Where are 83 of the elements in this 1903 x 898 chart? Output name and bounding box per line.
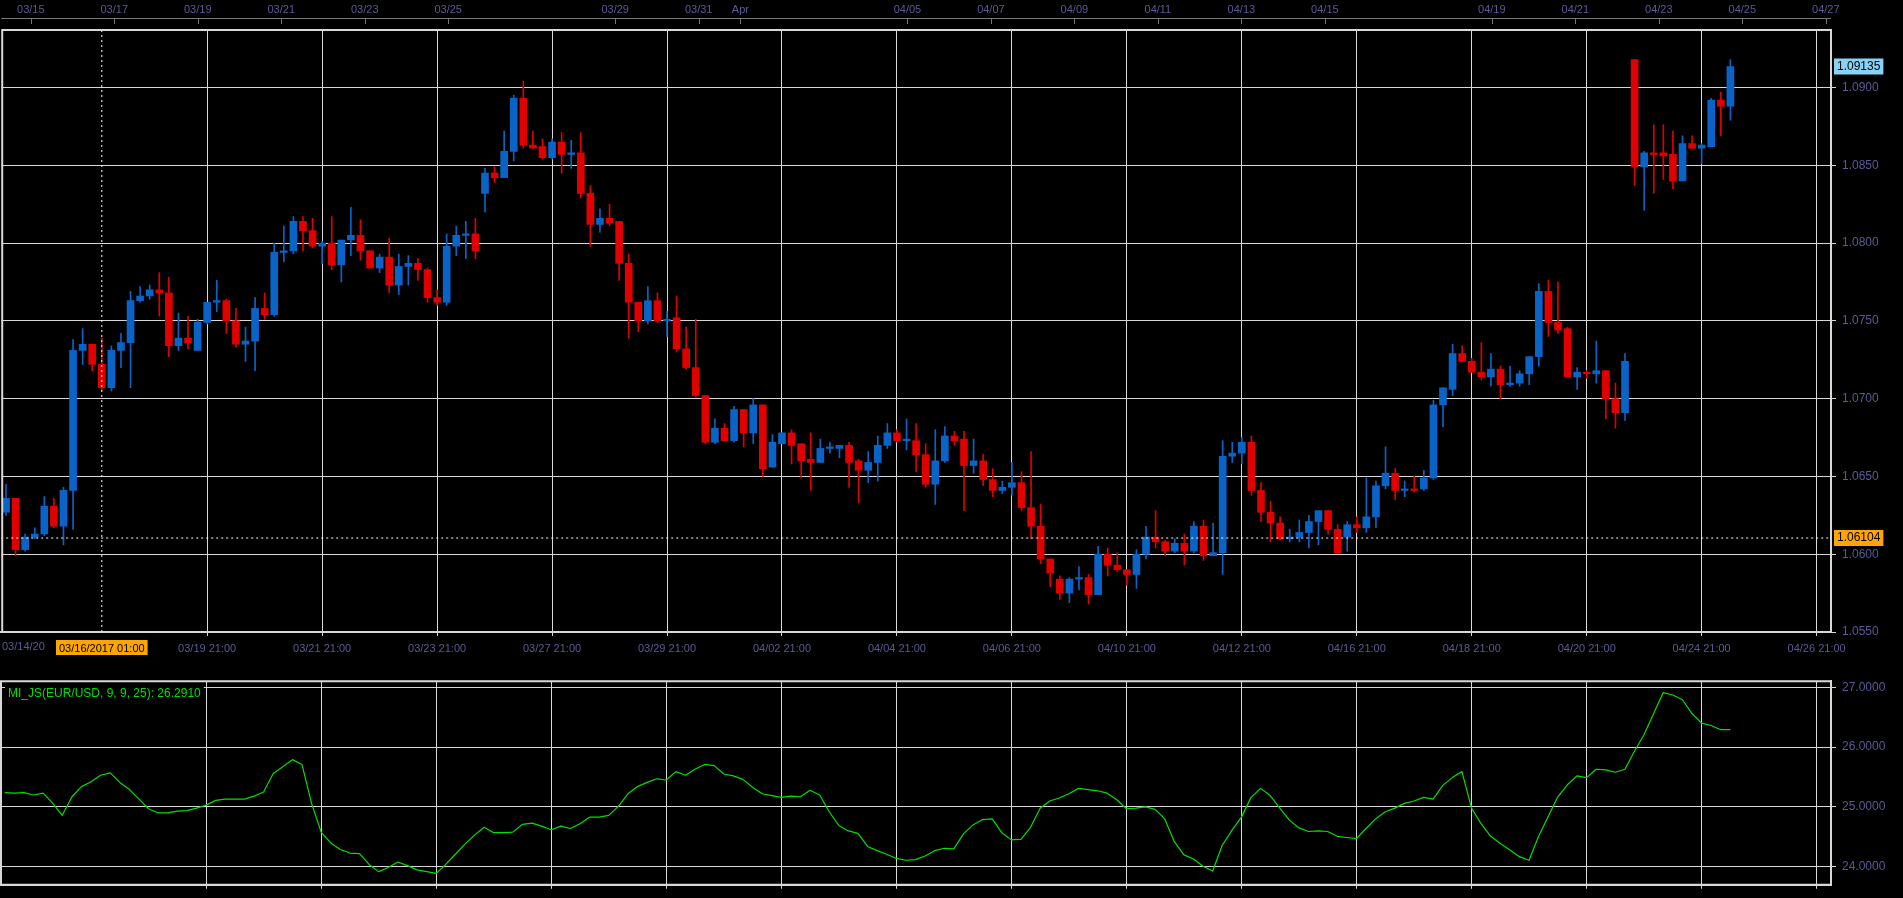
x2-tick-label: 03/15 [17, 2, 45, 15]
y-tick-label: 1.0600 [1842, 546, 1880, 561]
y-tick-label: 1.0800 [1842, 235, 1880, 250]
x-tick-label: 03/27 21:00 [523, 641, 582, 654]
candlestick [1717, 91, 1725, 137]
x-tick-label: 04/16 21:00 [1327, 641, 1386, 654]
candlestick [279, 225, 288, 263]
x2-tick-label: Apr [731, 2, 750, 15]
candlestick [1113, 552, 1122, 572]
candlestick [1582, 370, 1591, 379]
x-tick-label: 04/20 21:00 [1557, 641, 1616, 654]
x2-tick-label: 04/13 [1227, 2, 1256, 15]
x2-tick-label: 03/21 [267, 2, 296, 15]
x-tick-label: 04/12 21:00 [1212, 641, 1271, 654]
candlestick [1400, 480, 1409, 497]
x-tick-label: 04/18 21:00 [1442, 641, 1501, 654]
candlestick [567, 140, 576, 169]
candlestick [1487, 353, 1495, 387]
candlestick [1295, 519, 1304, 543]
candlestick [117, 333, 125, 368]
x-tick-label: 03/21 21:00 [293, 641, 352, 654]
x-tick-label: 04/04 21:00 [867, 641, 927, 654]
x-tick-label: 04/24 21:00 [1672, 641, 1731, 654]
candlestick [212, 280, 221, 312]
candlestick [318, 241, 326, 264]
x-tick-label: 04/26 21:00 [1787, 641, 1846, 654]
x2-tick-label: 03/23 [350, 2, 379, 15]
candlestick [462, 221, 470, 259]
text: 03/14/20 [2, 640, 45, 653]
candlestick [1640, 151, 1649, 211]
candlestick [1410, 476, 1419, 493]
candlestick [155, 272, 164, 317]
candlestick [529, 130, 537, 149]
candlestick [1027, 451, 1035, 539]
x2-tick-label: 04/11 [1144, 2, 1172, 15]
candlestick [1573, 367, 1581, 390]
candlestick [806, 432, 815, 491]
y-tick-label: 26.0000 [1842, 739, 1886, 754]
x-tick-label: 04/02 21:00 [752, 641, 812, 654]
y-tick-label: 1.0550 [1842, 624, 1880, 639]
x2-tick-label: 04/23 [1645, 2, 1673, 15]
y-tick-label: 27.0000 [1842, 679, 1886, 694]
candlestick [1075, 566, 1083, 591]
x2-tick-label: 04/15 [1311, 2, 1339, 15]
x2-tick-label: 04/19 [1478, 2, 1506, 15]
chart-title: MI_JS(EUR/USD, 9, 9, 25): 26.2910 [8, 685, 202, 700]
x2-tick-label: 04/07 [977, 2, 1005, 15]
ref-line-label: 1.06104 [1837, 530, 1881, 545]
y-tick-label: 1.0900 [1842, 79, 1880, 94]
y-tick-label: 1.0750 [1842, 313, 1880, 328]
x-tick-label: 04/10 21:00 [1097, 641, 1156, 654]
x2-tick-label: 03/17 [100, 2, 129, 15]
candlestick [663, 311, 671, 337]
text: 1.09135 [1837, 58, 1881, 73]
x-tick-label: 03/29 21:00 [637, 641, 697, 654]
candlestick [1592, 340, 1601, 384]
x2-tick-label: 03/19 [183, 2, 212, 15]
y-tick-label: 24.0000 [1842, 859, 1886, 874]
x-tick-label: 03/23 21:00 [408, 641, 467, 654]
candlestick [1209, 522, 1217, 557]
y-tick-label: 1.0650 [1842, 468, 1880, 483]
candlestick [184, 315, 192, 350]
candlestick [1506, 365, 1514, 387]
x-tick-label: 03/16/2017 01:00 [58, 641, 145, 654]
y-tick-label: 1.0850 [1842, 157, 1880, 172]
x2-tick-label: 04/21 [1561, 2, 1590, 15]
x2-tick-label: 04/27 [1812, 2, 1840, 15]
candlestick [826, 441, 834, 454]
candlestick [1649, 124, 1658, 194]
x2-tick-label: 03/31 [684, 2, 713, 15]
x2-tick-label: 03/25 [434, 2, 462, 15]
candlestick [1554, 281, 1562, 334]
x2-tick-label: 03/29 [601, 2, 629, 15]
candlestick [1228, 441, 1237, 463]
y-tick-label: 25.0000 [1842, 799, 1886, 814]
x2-tick-label: 04/25 [1728, 2, 1757, 15]
x-tick-label: 03/19 21:00 [178, 641, 237, 654]
x2-tick-label: 04/09 [1060, 2, 1089, 15]
candlestick [347, 207, 355, 256]
x-tick-label: 04/06 21:00 [982, 641, 1041, 654]
y-tick-label: 1.0700 [1842, 390, 1880, 405]
x2-tick-label: 04/05 [893, 2, 922, 15]
candlestick [1008, 462, 1016, 496]
